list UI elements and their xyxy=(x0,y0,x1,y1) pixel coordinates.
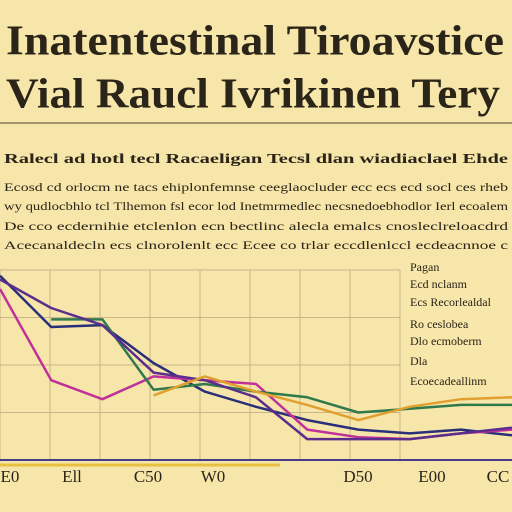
body-line: Acecanaldecln ecs clnorolenlt ecc Ecee c… xyxy=(4,238,508,252)
legend-text: Dlo ecmoberm xyxy=(410,334,482,348)
legend-text: Ecoecadeallinm xyxy=(410,374,487,388)
legend-text: Ecd nclanm xyxy=(410,277,468,291)
legend-text: Ro ceslobea xyxy=(410,317,469,331)
series-line xyxy=(153,375,512,422)
title-line: Inatentestinal Tiroavstice xyxy=(6,19,504,65)
body-line: wy qudlocbhlo tcl Tlhemon fsl ecor lod I… xyxy=(4,199,509,213)
x-axis-label: D50 xyxy=(343,467,372,486)
x-axis-label: Ell xyxy=(62,467,82,486)
body-text: Ecosd cd orlocm ne tacs ehiplonfemnse ce… xyxy=(4,180,509,252)
legend-text: Ecs Recorlealdal xyxy=(410,295,492,309)
body-line: Ecosd cd orlocm ne tacs ehiplonfemnse ce… xyxy=(4,180,508,194)
x-axis-label: E0 xyxy=(1,467,20,486)
series-line xyxy=(0,274,512,437)
subtitle: Ralecl ad hotl tecl Racaeligan Tecsl dla… xyxy=(4,152,508,167)
body-line: De cco ecdernihie etclenlon ecn bectlinc… xyxy=(4,219,508,233)
x-axis-label: E00 xyxy=(418,467,445,486)
legend-text: Dla xyxy=(410,354,428,368)
legend-text: Pagan xyxy=(410,260,439,274)
series-line xyxy=(51,318,512,414)
series-line xyxy=(0,278,512,441)
x-axis-label: CC xyxy=(487,467,510,486)
x-axis-label: W0 xyxy=(201,467,226,486)
legend-box xyxy=(405,258,512,393)
title-line: Vial Raucl Ivrikinen Tery xyxy=(6,72,500,118)
x-axis-label: C50 xyxy=(134,467,162,486)
